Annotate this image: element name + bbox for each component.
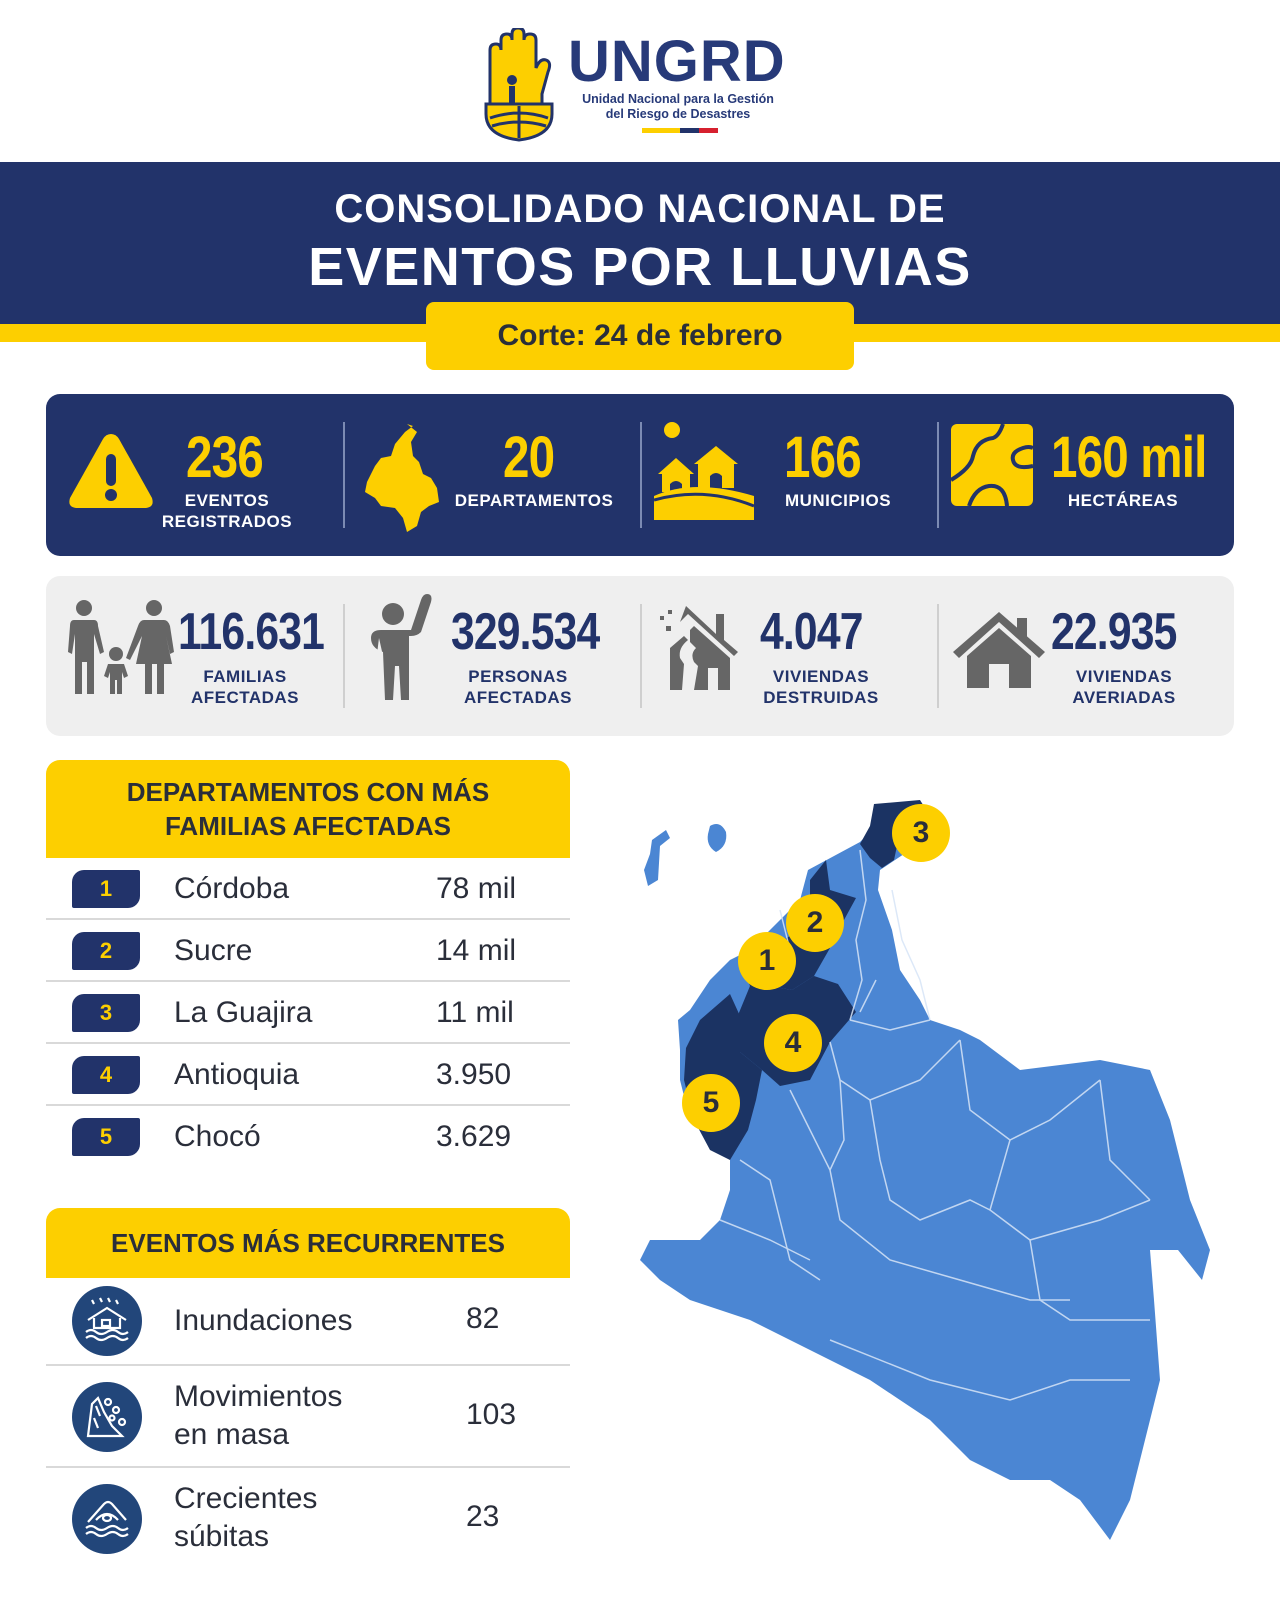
department-value: 3.950 [436, 1058, 512, 1091]
departments-heading-line1: DEPARTAMENTOS CON MÁS [126, 777, 490, 807]
rank-badge: 1 [72, 870, 140, 908]
department-borders [719, 849, 1151, 1401]
stat-label: HECTÁREAS [1067, 491, 1179, 510]
logo-subtitle-line2: del Riesgo de Desastres [605, 107, 751, 121]
department-name: Córdoba [174, 872, 290, 905]
table-row: 4 Antioquia 3.950 [46, 1044, 570, 1106]
department-value: 14 mil [436, 934, 517, 967]
stat-value: 160 mil [1051, 425, 1207, 490]
departments-list: 1 Córdoba 78 mil 2 Sucre 14 mil 3 La Gua… [46, 858, 570, 1168]
destroyed-house-icon [660, 606, 738, 690]
event-name: Movimientos en masa [174, 1380, 343, 1451]
rank-badge: 3 [72, 994, 140, 1032]
stat-value: 166 [784, 425, 862, 490]
stat-eventos: 236 EVENTOS REGISTRADOS [46, 394, 343, 556]
table-row: 3 La Guajira 11 mil [46, 982, 570, 1044]
event-name: Crecientes súbitas [174, 1482, 318, 1553]
flood-icon [72, 1286, 142, 1356]
stat-label: VIVIENDAS DESTRUIDAS [763, 667, 879, 707]
providencia-island [707, 824, 727, 852]
house-icon [953, 612, 1045, 688]
department-value: 11 mil [436, 996, 514, 1029]
stat-value: 4.047 [760, 603, 863, 661]
stat-familias: 116.631 FAMILIAS AFECTADAS [46, 576, 343, 736]
stat-value: 22.935 [1051, 603, 1177, 661]
flash-flood-icon [72, 1484, 142, 1554]
stat-viviendas-averiadas: 22.935 VIVIENDAS AVERIADAS [937, 576, 1234, 736]
stat-departamentos: 20 DEPARTAMENTOS [343, 394, 640, 556]
stat-viviendas-destruidas: 4.047 VIVIENDAS DESTRUIDAS [640, 576, 937, 736]
department-value: 3.629 [436, 1120, 512, 1153]
ungrd-logo: UNGRD Unidad Nacional para la Gestión de… [482, 28, 802, 146]
rank-badge: 4 [72, 1056, 140, 1094]
departments-heading-line2: FAMILIAS AFECTADAS [164, 811, 451, 841]
event-count: 82 [466, 1302, 500, 1335]
map-marker-3: 3 [892, 804, 950, 862]
page-title-line2: EVENTOS POR LLUVIAS [308, 237, 972, 297]
colombia-map: 3 2 1 4 5 [630, 780, 1240, 1560]
table-row: Movimientos en masa 103 [46, 1366, 570, 1468]
stat-hectareas: 160 mil HECTÁREAS [937, 394, 1234, 556]
person-waving-icon [371, 594, 432, 700]
hand-emblem-icon [484, 28, 554, 142]
department-name: Sucre [174, 934, 253, 967]
colombia-flag-stripe [642, 128, 718, 133]
stat-value: 329.534 [451, 603, 600, 661]
map-marker-2: 2 [786, 894, 844, 952]
events-list: Inundaciones 82 Movimientos en masa 103 [46, 1278, 570, 1570]
department-name: Chocó [174, 1120, 261, 1153]
cutoff-date-badge: Corte: 24 de febrero [426, 302, 854, 370]
map-marker-1: 1 [738, 932, 796, 990]
stat-label: VIVIENDAS AVERIADAS [1072, 667, 1176, 707]
stat-value: 116.631 [178, 603, 325, 661]
colombia-map-icon [365, 424, 439, 532]
table-row: Inundaciones 82 [46, 1278, 570, 1366]
title-banner [0, 162, 1280, 324]
stat-value: 236 [186, 425, 264, 490]
stat-municipios: 166 MUNICIPIOS [640, 394, 937, 556]
rank-badge: 2 [72, 932, 140, 970]
logo-wordmark: UNGRD [568, 29, 786, 94]
event-count: 103 [466, 1398, 517, 1431]
houses-icon [654, 422, 755, 520]
map-marker-5: 5 [682, 1074, 740, 1132]
stat-label: FAMILIAS AFECTADAS [190, 667, 300, 707]
events-heading: EVENTOS MÁS RECURRENTES [46, 1208, 570, 1278]
primary-stats-panel: 236 EVENTOS REGISTRADOS 20 DEPARTAMENTOS… [46, 394, 1234, 556]
departments-heading: DEPARTAMENTOS CON MÁS FAMILIAS AFECTADAS [46, 760, 570, 858]
stat-personas: 329.534 PERSONAS AFECTADAS [343, 576, 640, 736]
logo-subtitle: Unidad Nacional para la Gestión del Ries… [568, 92, 788, 122]
landslide-icon [72, 1382, 142, 1452]
stat-label: DEPARTAMENTOS [454, 491, 614, 510]
page-title-line1: CONSOLIDADO NACIONAL DE [334, 187, 946, 231]
warning-icon [69, 434, 153, 508]
land-plot-icon [949, 423, 1034, 507]
department-value: 78 mil [436, 872, 517, 905]
colombia-departments-map [640, 800, 1210, 1540]
stat-value: 20 [503, 425, 555, 490]
family-icon [68, 600, 174, 694]
secondary-stats-panel: 116.631 FAMILIAS AFECTADAS 329.534 PERSO… [46, 576, 1234, 736]
event-count: 23 [466, 1500, 500, 1533]
stat-label: EVENTOS REGISTRADOS [161, 491, 293, 531]
department-name: La Guajira [174, 996, 313, 1029]
san-andres-island [644, 830, 670, 886]
map-marker-4: 4 [764, 1014, 822, 1072]
stat-label: MUNICIPIOS [784, 491, 892, 510]
rank-badge: 5 [72, 1118, 140, 1156]
table-row: 2 Sucre 14 mil [46, 920, 570, 982]
logo-subtitle-line1: Unidad Nacional para la Gestión [582, 92, 774, 106]
table-row: 1 Córdoba 78 mil [46, 858, 570, 920]
department-name: Antioquia [174, 1058, 300, 1091]
table-row: 5 Chocó 3.629 [46, 1106, 570, 1168]
table-row: Crecientes súbitas 23 [46, 1468, 570, 1570]
event-name: Inundaciones [174, 1304, 353, 1337]
stat-label: PERSONAS AFECTADAS [463, 667, 573, 707]
